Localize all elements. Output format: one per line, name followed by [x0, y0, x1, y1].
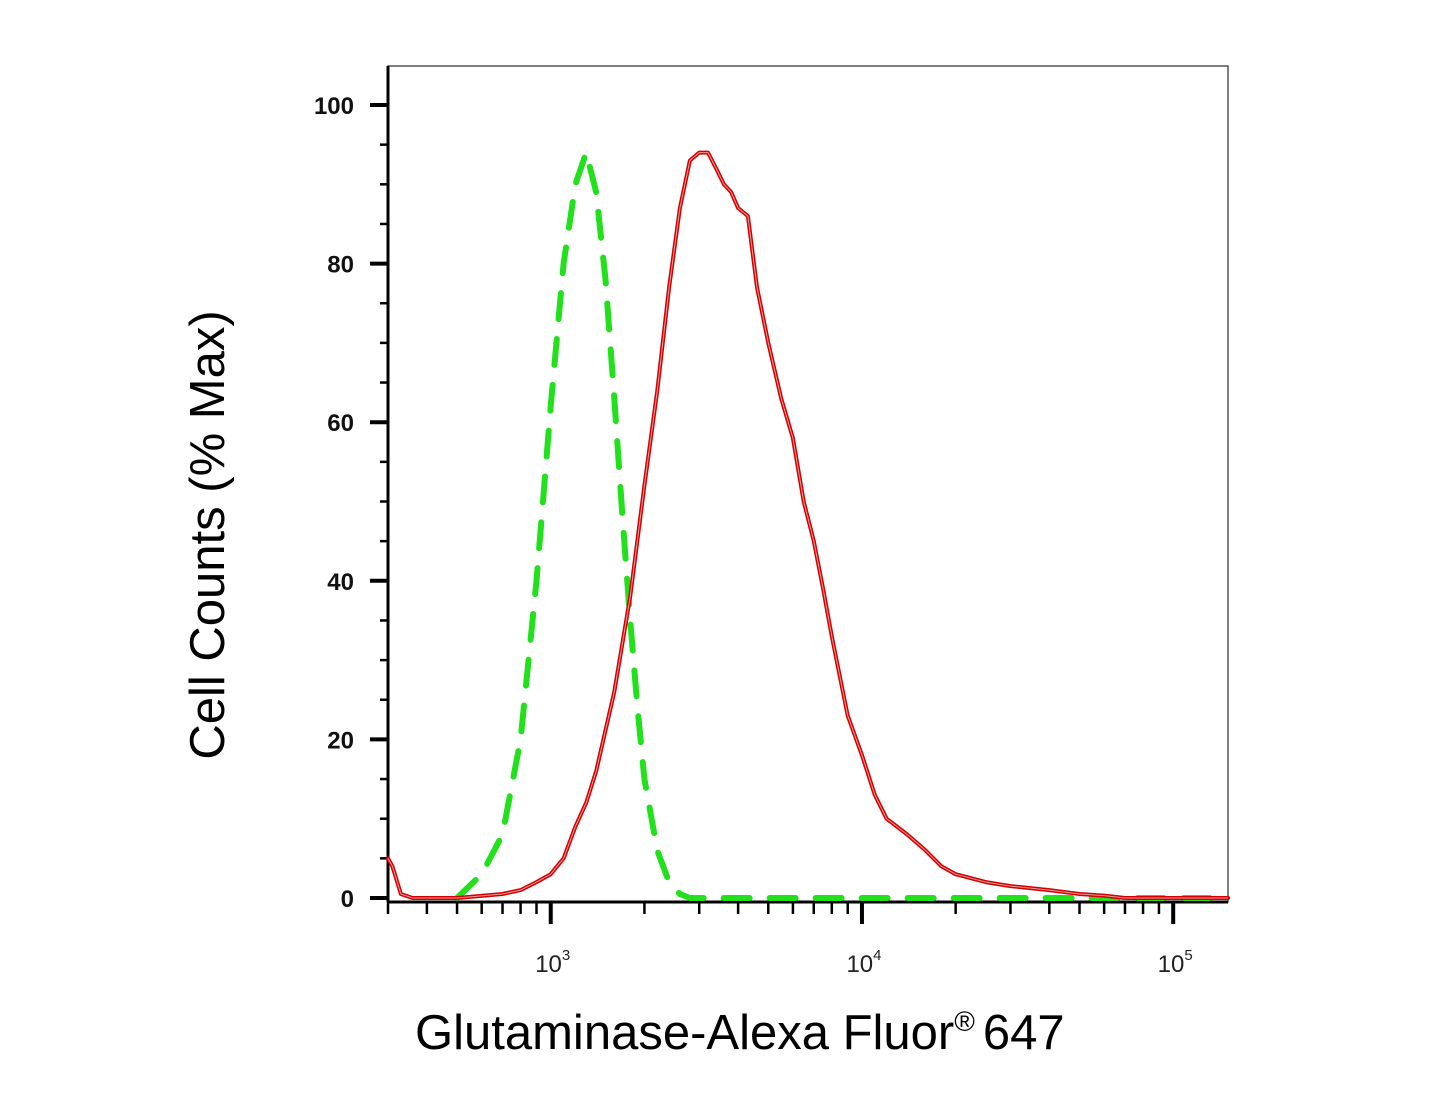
- x-axis-label: Glutaminase-Alexa Fluor® 647: [415, 1005, 1065, 1061]
- x-tick-labels: 103 104 105: [535, 947, 1193, 978]
- control-histogram-line: [454, 149, 1231, 901]
- y-tick-label: 60: [327, 410, 354, 437]
- sample-histogram-highlight: [387, 152, 1228, 899]
- sample-histogram-line: [386, 150, 1230, 900]
- series-lines: [386, 149, 1231, 901]
- y-tick-label: 80: [327, 252, 354, 279]
- y-tick-label: 40: [327, 569, 354, 596]
- y-tick-label: 20: [327, 727, 354, 754]
- x-tick-label: 105: [1158, 947, 1193, 978]
- y-tick-label: 100: [314, 93, 354, 120]
- y-tick-labels: 0 20 40 60 80 100: [314, 93, 354, 913]
- x-axis-label-suffix: 647: [982, 1006, 1065, 1060]
- x-axis-label-main: Glutaminase-Alexa Fluor: [415, 1006, 955, 1060]
- x-tick-label: 104: [846, 947, 881, 978]
- axes: [370, 66, 1228, 924]
- x-tick-label: 103: [535, 947, 570, 978]
- y-axis-label: Cell Counts (% Max): [181, 310, 235, 760]
- registered-mark: ®: [954, 1006, 975, 1037]
- y-tick-label: 0: [341, 886, 354, 913]
